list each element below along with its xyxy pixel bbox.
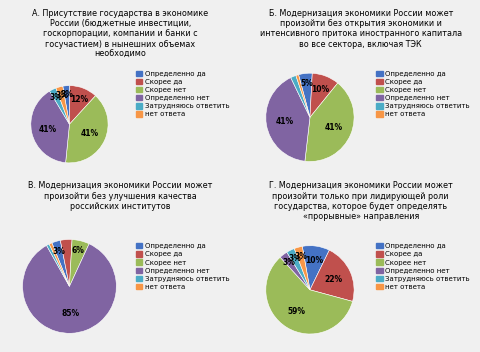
- Wedge shape: [47, 244, 69, 287]
- Wedge shape: [298, 73, 312, 117]
- Legend: Определенно да, Скорее да, Скорее нет, Определенно нет, Затрудняюсь ответить, не: Определенно да, Скорее да, Скорее нет, О…: [375, 243, 470, 291]
- Text: 59%: 59%: [287, 307, 305, 316]
- Wedge shape: [294, 246, 309, 290]
- Text: 3%: 3%: [60, 90, 73, 99]
- Wedge shape: [69, 86, 96, 124]
- Wedge shape: [49, 88, 69, 124]
- Text: 85%: 85%: [61, 309, 79, 318]
- Text: 41%: 41%: [38, 125, 57, 134]
- Legend: Определенно да, Скорее да, Скорее нет, Определенно нет, Затрудняюсь ответить, не: Определенно да, Скорее да, Скорее нет, О…: [375, 70, 470, 118]
- Text: 10%: 10%: [304, 256, 323, 265]
- Wedge shape: [290, 76, 309, 117]
- Text: 10%: 10%: [311, 85, 329, 94]
- Text: 41%: 41%: [275, 117, 293, 126]
- Text: 5%: 5%: [300, 78, 312, 88]
- Text: 41%: 41%: [81, 129, 99, 138]
- Text: 3%: 3%: [50, 93, 63, 102]
- Wedge shape: [309, 250, 353, 301]
- Text: 22%: 22%: [324, 275, 342, 284]
- Text: 3%: 3%: [294, 252, 307, 261]
- Wedge shape: [31, 91, 69, 163]
- Wedge shape: [52, 240, 69, 287]
- Wedge shape: [309, 73, 337, 117]
- Legend: Определенно да, Скорее да, Скорее нет, Определенно нет, Затрудняюсь ответить, не: Определенно да, Скорее да, Скорее нет, О…: [135, 243, 230, 291]
- Wedge shape: [56, 86, 69, 124]
- Wedge shape: [265, 257, 352, 334]
- Legend: Определенно да, Скорее да, Скорее нет, Определенно нет, Затрудняюсь ответить, не: Определенно да, Скорее да, Скорее нет, О…: [135, 70, 230, 118]
- Text: Г. Модернизация экономики России может
произойти только при лидирующей роли
госу: Г. Модернизация экономики России может п…: [268, 181, 452, 221]
- Wedge shape: [62, 86, 70, 124]
- Text: В. Модернизация экономики России может
произойти без улучшения качества
российск: В. Модернизация экономики России может п…: [28, 181, 212, 211]
- Wedge shape: [69, 240, 89, 287]
- Wedge shape: [286, 249, 309, 290]
- Text: 3%: 3%: [282, 258, 295, 267]
- Wedge shape: [65, 96, 108, 163]
- Text: 3%: 3%: [52, 247, 65, 256]
- Wedge shape: [304, 83, 353, 162]
- Text: 41%: 41%: [324, 123, 342, 132]
- Wedge shape: [295, 75, 309, 117]
- Wedge shape: [280, 252, 309, 290]
- Text: 6%: 6%: [72, 246, 84, 256]
- Text: 3%: 3%: [55, 91, 68, 100]
- Text: А. Присутствие государства в экономике
России (бюджетные инвестиции,
госкорпорац: А. Присутствие государства в экономике Р…: [32, 9, 208, 59]
- Text: 12%: 12%: [70, 95, 88, 104]
- Wedge shape: [23, 244, 116, 333]
- Wedge shape: [60, 239, 72, 287]
- Wedge shape: [265, 77, 309, 161]
- Text: Б. Модернизация экономики России может
произойти без открытия экономики и
интенс: Б. Модернизация экономики России может п…: [259, 9, 461, 49]
- Text: 3%: 3%: [288, 254, 300, 263]
- Wedge shape: [49, 243, 69, 287]
- Wedge shape: [301, 246, 329, 290]
